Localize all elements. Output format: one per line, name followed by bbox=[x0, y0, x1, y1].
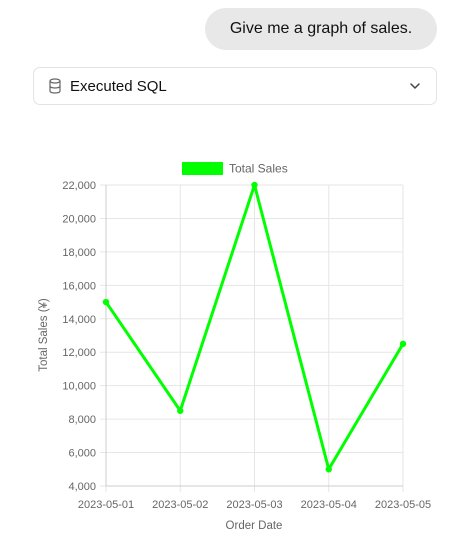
y-axis-title: Total Sales (¥) bbox=[38, 298, 50, 372]
database-icon bbox=[48, 78, 62, 94]
y-tick-label: 12,000 bbox=[62, 347, 96, 359]
data-point bbox=[102, 298, 110, 306]
user-message-bubble: Give me a graph of sales. bbox=[205, 8, 437, 50]
executed-sql-label: Executed SQL bbox=[70, 77, 167, 95]
x-tick-label: 2023-05-05 bbox=[375, 499, 431, 511]
legend-label: Total Sales bbox=[229, 162, 288, 176]
series-total-sales bbox=[102, 181, 407, 473]
user-message-text: Give me a graph of sales. bbox=[229, 20, 413, 37]
x-axis-title: Order Date bbox=[226, 520, 283, 532]
y-tick-label: 18,000 bbox=[62, 247, 96, 259]
y-tick-label: 8,000 bbox=[68, 414, 96, 426]
x-tick-label: 2023-05-04 bbox=[301, 499, 357, 511]
legend-swatch bbox=[182, 162, 223, 175]
y-tick-label: 16,000 bbox=[62, 280, 96, 292]
chevron-down-icon[interactable] bbox=[408, 79, 422, 93]
data-point bbox=[251, 181, 258, 189]
data-point bbox=[325, 466, 332, 473]
x-tick-label: 2023-05-02 bbox=[152, 499, 208, 511]
data-point bbox=[399, 340, 407, 348]
y-axis-ticks: 4,000 6,000 8,000 10,000 12,000 14,000 16,000 1… bbox=[62, 180, 96, 493]
chart-legend: Total Sales bbox=[182, 162, 288, 176]
y-tick-label: 14,000 bbox=[62, 314, 96, 326]
y-tick-label: 20,000 bbox=[62, 213, 96, 225]
x-tick-label: 2023-05-03 bbox=[226, 499, 282, 511]
x-axis-ticks: 2023-05-01 2023-05-02 2023-05-03 2023-05-04… bbox=[78, 499, 431, 511]
y-tick-label: 6,000 bbox=[68, 448, 96, 460]
executed-sql-panel[interactable]: Executed SQL bbox=[33, 67, 437, 105]
sales-line-chart: Total Sales 4,000 6,000 8,000 10,000 12,000 1… bbox=[38, 162, 431, 533]
y-tick-label: 10,000 bbox=[62, 381, 96, 393]
chart-grid bbox=[100, 184, 404, 492]
x-tick-label: 2023-05-01 bbox=[78, 499, 134, 511]
y-tick-label: 22,000 bbox=[62, 180, 96, 192]
y-tick-label: 4,000 bbox=[68, 481, 96, 493]
data-point bbox=[177, 407, 184, 414]
